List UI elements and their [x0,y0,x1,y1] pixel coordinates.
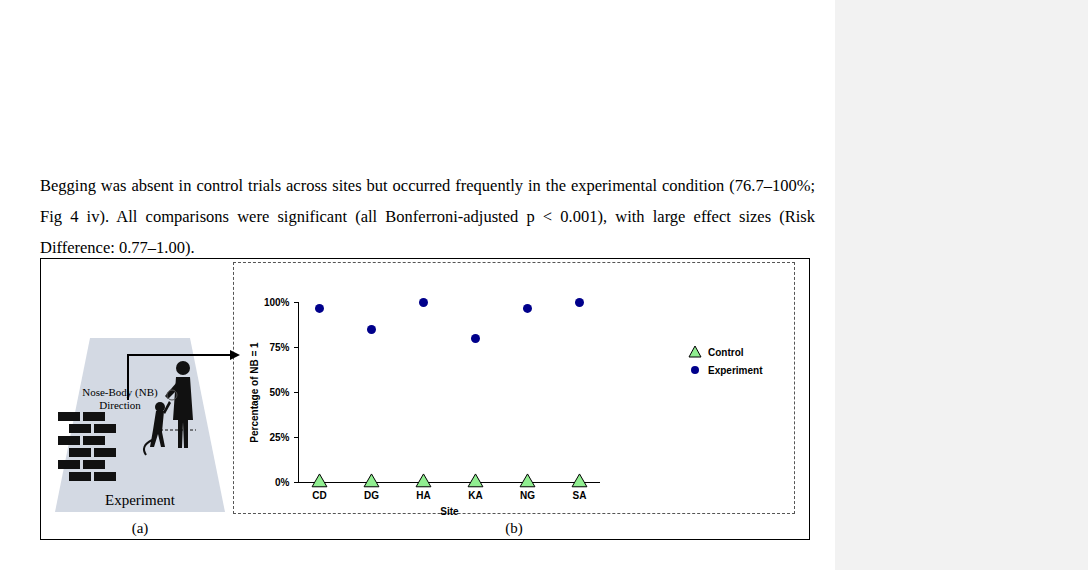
svg-text:CD: CD [312,490,326,501]
svg-text:Nose-Body (NB)Direction: Nose-Body (NB)Direction [82,386,158,411]
svg-text:KA: KA [468,490,482,501]
svg-text:DG: DG [364,490,379,501]
svg-text:HA: HA [416,490,430,501]
svg-text:50%: 50% [269,387,289,398]
svg-text:Experiment: Experiment [105,492,176,508]
svg-text:0%: 0% [275,477,290,488]
svg-text:(a): (a) [132,520,149,537]
html-text:Begging was absent in control: Begging was absent in control trials acr… [40,176,815,257]
html-text:Control: Control [708,346,744,358]
svg-text:SA: SA [573,490,587,501]
svg-text:25%: 25% [269,432,289,443]
svg-text:100%: 100% [264,297,290,308]
html-text:Experiment: Experiment [708,364,763,376]
svg-text:Site: Site [440,506,459,517]
svg-text:Percentage of NB = 1: Percentage of NB = 1 [249,342,260,443]
svg-text:75%: 75% [269,342,289,353]
svg-text:NG: NG [520,490,535,501]
svg-text:(b): (b) [505,520,523,537]
